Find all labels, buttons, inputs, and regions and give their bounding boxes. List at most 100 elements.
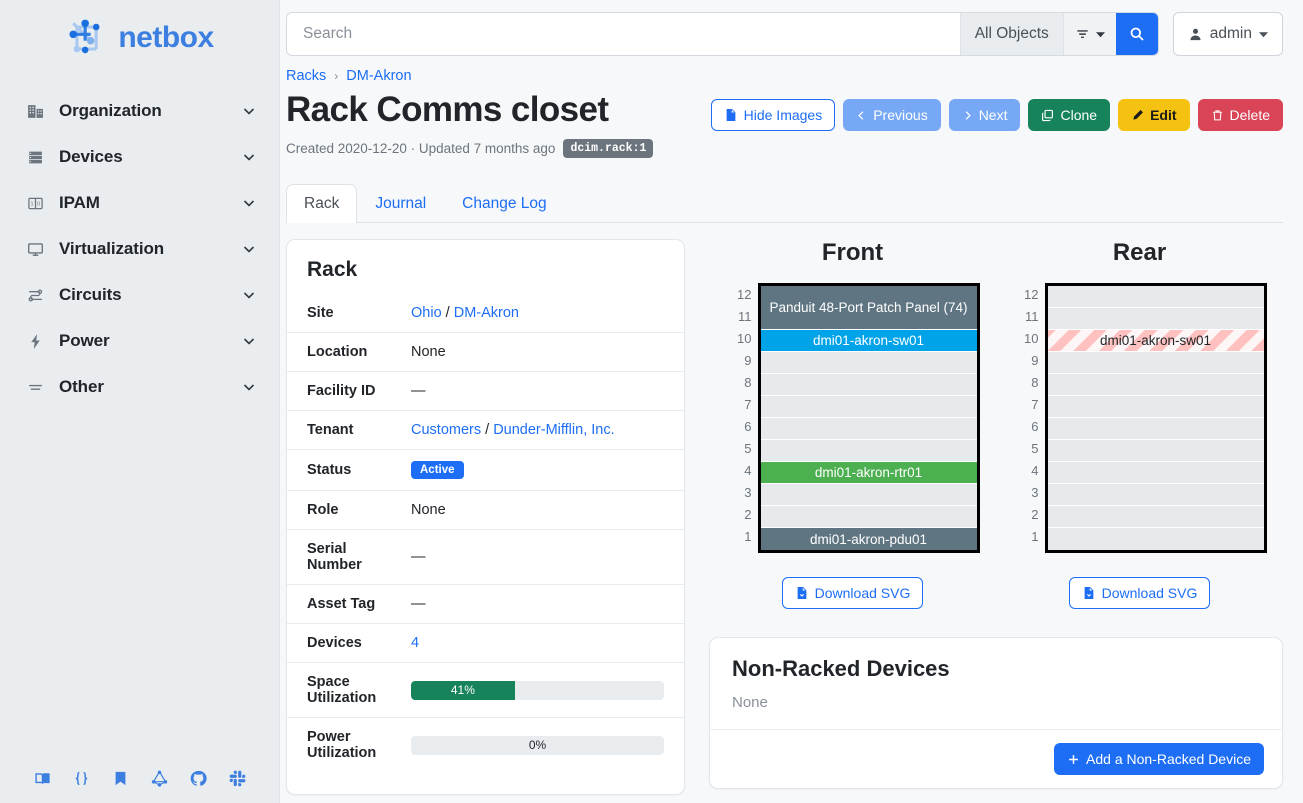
front-heading: Front [821,239,884,267]
rack-card-title: Rack [307,258,358,282]
download-svg-rear-button[interactable]: Download SVG [1068,577,1211,610]
status-badge: Active [411,461,464,480]
rack-unit-number: 3 [744,484,752,500]
chevron-down-icon[interactable] [241,379,257,395]
rack-unit-number: 10 [737,330,752,346]
topbar: All Objects [280,0,1303,66]
sidebar-item-power[interactable]: Power [0,318,279,364]
rack-unit-device[interactable]: Panduit 48-Port Patch Panel (74) [760,286,977,331]
device-count-link[interactable]: 4 [411,635,420,652]
rack-unit-empty [760,352,977,375]
previous-label: Previous [873,107,928,123]
chevron-down-icon[interactable] [241,287,257,303]
image-icon [724,108,738,122]
trash-icon [1211,109,1224,122]
monitor-icon [26,240,45,259]
chevron-down-icon[interactable] [241,333,257,349]
chevron-down-icon[interactable] [241,241,257,257]
rack-unit-empty [1047,484,1264,507]
search-submit-button[interactable] [1115,13,1158,55]
row-key: Facility ID [287,371,401,411]
rack-unit-empty [1047,506,1264,529]
rack-unit-number: 1 [1031,528,1039,544]
rack-unit-number: 7 [744,396,752,412]
tab-journal[interactable]: Journal [357,184,444,223]
building-icon [26,102,45,121]
bookmark-icon[interactable] [112,770,129,787]
rack-unit-number: 2 [1031,506,1039,522]
rack-unit-number: 8 [744,374,752,390]
rack-unit-number: 11 [1025,308,1039,324]
edit-label: Edit [1150,107,1177,123]
tab-label: Journal [375,195,427,213]
download-svg-front-button[interactable]: Download SVG [781,577,924,610]
tab-change-log[interactable]: Change Log [444,184,564,223]
slack-icon[interactable] [229,770,246,787]
rack-unit-device[interactable]: dmi01-akron-pdu01 [760,528,977,551]
breadcrumb-parent[interactable]: Racks [286,68,327,84]
sidebar-item-virtualization[interactable]: Virtualization [0,226,279,272]
page-meta: Created 2020-12-20 · Updated 7 months ag… [286,139,654,159]
site-link[interactable]: DM-Akron [453,305,519,322]
user-menu-button[interactable]: admin [1172,12,1283,56]
hide-images-label: Hide Images [743,107,823,123]
rack-unit-number: 6 [1031,418,1039,434]
table-row: Power Utilization 0% [287,717,684,773]
chevron-down-icon[interactable] [241,195,257,211]
space-utilization-bar: 41% [411,680,664,700]
chevron-left-icon [856,110,867,121]
chevron-down-icon[interactable] [241,149,257,165]
svg-text:0: 0 [37,201,41,207]
rack-unit-empty [760,484,977,507]
add-non-racked-device-button[interactable]: Add a Non-Racked Device [1054,743,1264,776]
search-input[interactable] [287,13,960,55]
hide-images-button[interactable]: Hide Images [710,99,836,131]
tab-rack[interactable]: Rack [286,184,358,224]
search-icon [1129,26,1145,42]
github-icon[interactable] [190,770,207,787]
rack-unit-device[interactable]: dmi01-akron-rtr01 [760,462,977,485]
add-non-racked-device-label: Add a Non-Racked Device [1086,751,1251,768]
chevron-down-icon[interactable] [241,103,257,119]
tenant-link[interactable]: Dunder-Mifflin, Inc. [493,422,615,439]
search-filter-dropdown[interactable] [1062,13,1116,55]
rack-elevation-rear: Rear 12 11 10 9 8 7 6 5 4 3 2 1 dmi01-akron-sw01 Do… [996,239,1283,610]
table-row: Site Ohio / DM-Akron [287,294,684,333]
rack-unit-number: 1 [744,528,752,544]
tenant-group-link[interactable]: Customers [411,422,482,439]
previous-button[interactable]: Previous [843,99,941,131]
brand-logo-area[interactable]: netbox [0,0,279,82]
front-rack-box[interactable]: Panduit 48-Port Patch Panel (74) dmi01-ak… [757,283,980,554]
next-button[interactable]: Next [948,99,1021,131]
row-key: Site [307,305,334,322]
rack-unit-device[interactable]: dmi01-akron-sw01 [760,330,977,353]
breadcrumb-current[interactable]: DM-Akron [346,68,412,84]
clone-button[interactable]: Clone [1028,99,1111,131]
circuit-icon [26,286,45,305]
space-utilization-fill [411,680,515,700]
rack-unit-number: 3 [1031,484,1039,500]
clone-label: Clone [1060,107,1098,123]
row-key: Asset Tag [287,584,401,624]
rear-rack-box[interactable]: dmi01-akron-sw01 [1044,283,1267,554]
tab-label: Rack [304,195,340,213]
sidebar-item-circuits[interactable]: Circuits [0,272,279,318]
rack-unit-number: 7 [1031,396,1039,412]
docs-book-icon[interactable] [34,770,51,787]
graphql-icon[interactable] [151,770,168,787]
left-column: Rack Site Ohio / DM-Akron Location [286,239,685,803]
rack-unit-device[interactable]: dmi01-akron-sw01 [1047,330,1264,353]
edit-button[interactable]: Edit [1118,99,1190,131]
sidebar-item-organization[interactable]: Organization [0,88,279,134]
sidebar-item-other[interactable]: Other [0,364,279,410]
search-scope-selector[interactable]: All Objects [959,13,1063,55]
rear-heading: Rear [1112,239,1167,267]
sidebar-item-devices[interactable]: Devices [0,134,279,180]
site-group-link[interactable]: Ohio [411,305,442,322]
file-download-icon [1082,586,1096,600]
row-key: Tenant [287,410,401,450]
delete-button[interactable]: Delete [1197,99,1283,131]
api-braces-icon[interactable] [73,770,90,787]
